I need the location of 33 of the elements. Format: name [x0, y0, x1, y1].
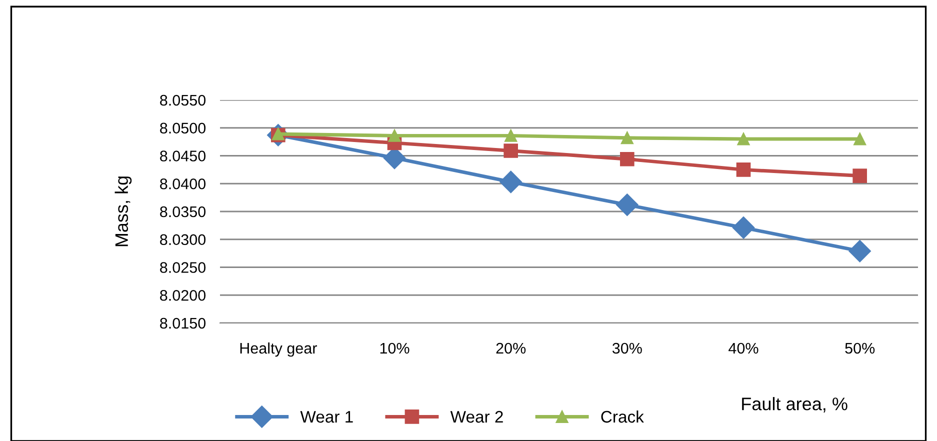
legend-label: Wear 1 — [300, 411, 353, 423]
x-tick-label: 20% — [496, 342, 526, 354]
point — [732, 216, 755, 239]
y-tick-label: 8.0300 — [160, 234, 206, 246]
x-axis-title: Fault area, % — [742, 397, 848, 412]
legend-label: Wear 2 — [450, 410, 503, 423]
y-tick-label: 8.0200 — [160, 290, 206, 301]
y-tick-label: 8.0550 — [160, 94, 206, 106]
point — [388, 129, 401, 142]
y-tick-label: 8.0400 — [160, 178, 206, 190]
x-tick-label: 30% — [612, 342, 642, 354]
y-tick-label: 8.0150 — [160, 318, 206, 329]
point — [852, 168, 867, 183]
point — [854, 132, 866, 146]
point — [737, 132, 750, 146]
y-tick-label: 8.0350 — [160, 206, 206, 218]
point — [848, 240, 871, 262]
y-axis-title: Mass, kg — [114, 176, 132, 246]
point — [504, 144, 518, 158]
legend-label: Crack — [601, 410, 644, 423]
point — [616, 194, 638, 216]
y-tick-label: 8.0500 — [160, 122, 206, 134]
point — [500, 170, 522, 194]
x-tick-label: 40% — [728, 342, 758, 354]
y-tick-label: 8.0250 — [160, 262, 206, 273]
y-tick-label: 8.0450 — [160, 150, 206, 162]
point — [736, 162, 751, 177]
x-tick-label: Healty gear — [240, 342, 317, 357]
x-tick-label: 50% — [845, 342, 875, 354]
point — [620, 132, 634, 144]
point — [504, 129, 518, 142]
point — [620, 152, 634, 166]
x-tick-label: 10% — [380, 342, 410, 354]
